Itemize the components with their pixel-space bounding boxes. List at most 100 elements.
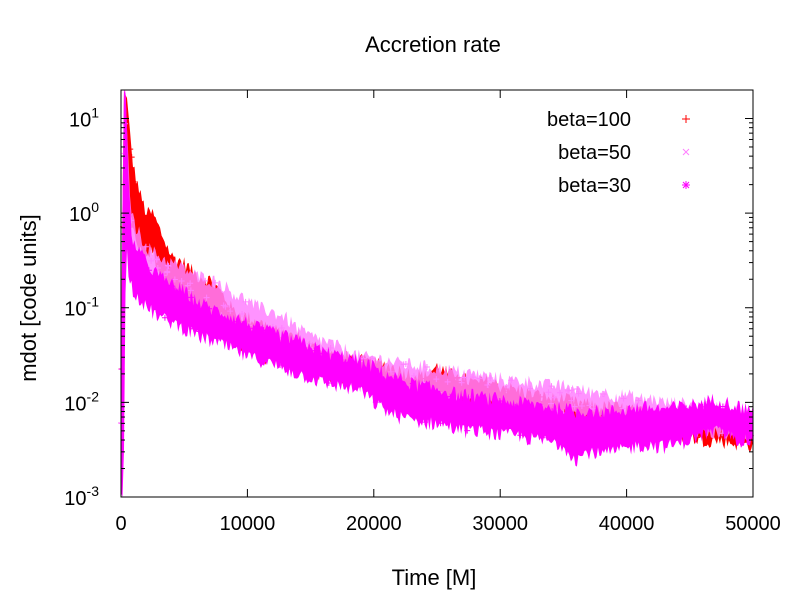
- data-point: [129, 251, 136, 258]
- data-point: [187, 280, 194, 287]
- y-tick-exponent: -2: [87, 388, 100, 404]
- data-point: [344, 372, 351, 379]
- data-point: [299, 356, 306, 363]
- data-point: [190, 325, 197, 332]
- data-point: [699, 403, 706, 410]
- data-point: [146, 214, 153, 221]
- data-point: [600, 421, 607, 428]
- data-point: [685, 429, 692, 436]
- data-point: [549, 408, 556, 415]
- data-point: [203, 294, 210, 301]
- data-point: [620, 395, 627, 402]
- data-point: [387, 368, 394, 375]
- data-point: [273, 333, 280, 340]
- data-point: [187, 287, 194, 294]
- data-point: [264, 349, 271, 356]
- data-point: [571, 403, 578, 410]
- data-point: [431, 399, 438, 406]
- x-tick-label: 0: [115, 513, 126, 535]
- data-point: [171, 276, 178, 283]
- data-point: [316, 350, 323, 357]
- data-point: [536, 429, 543, 436]
- data-point: [159, 304, 166, 311]
- data-point: [462, 406, 469, 413]
- data-point: [447, 393, 454, 400]
- data-point: [118, 366, 125, 373]
- y-tick-exponent: 0: [91, 199, 99, 215]
- data-point: [277, 362, 284, 369]
- data-point: [512, 403, 519, 410]
- data-point: [649, 411, 656, 418]
- data-point: [281, 357, 288, 364]
- data-point: [510, 422, 517, 429]
- data-point: [600, 391, 607, 398]
- data-point: [515, 417, 522, 424]
- data-point: [242, 298, 249, 305]
- data-point: [637, 429, 644, 436]
- data-point: [233, 318, 240, 325]
- data-point: [341, 376, 348, 383]
- data-point: [642, 408, 649, 415]
- data-point: [592, 428, 599, 435]
- data-point: [437, 420, 444, 427]
- data-point: [206, 305, 213, 312]
- y-tick-exponent: -1: [87, 294, 100, 310]
- x-tick-label: 50000: [725, 513, 781, 535]
- data-point: [306, 373, 313, 380]
- data-point: [128, 154, 135, 161]
- data-point: [588, 429, 595, 436]
- legend-label: beta=50: [558, 142, 631, 164]
- data-point: [568, 397, 575, 404]
- data-point: [227, 308, 234, 315]
- legend-label: beta=100: [547, 109, 631, 131]
- data-point: [165, 263, 172, 270]
- data-point: [148, 286, 155, 293]
- data-point: [202, 308, 209, 315]
- legend-marker: [682, 181, 690, 189]
- data-point: [459, 396, 466, 403]
- data-point: [476, 375, 483, 382]
- data-point: [191, 317, 198, 324]
- data-point: [395, 382, 402, 389]
- data-point: [151, 290, 158, 297]
- data-point: [681, 405, 688, 412]
- data-point: [261, 329, 268, 336]
- data-point: [148, 257, 155, 264]
- data-point: [190, 311, 197, 318]
- plot-area: 0 10000 20000 30000 40000 5000010110010-110-2…: [64, 89, 781, 535]
- data-point: [215, 335, 222, 342]
- data-point: [164, 268, 171, 275]
- data-point: [164, 262, 171, 269]
- data-point: [508, 377, 515, 384]
- data-point: [145, 267, 152, 274]
- data-point: [305, 355, 312, 362]
- data-point: [461, 374, 468, 381]
- data-point: [565, 387, 572, 394]
- data-point: [527, 428, 534, 435]
- data-point: [284, 366, 291, 373]
- data-point: [720, 420, 727, 427]
- x-tick-label: 30000: [472, 513, 528, 535]
- chart-title: Accretion rate: [365, 32, 501, 57]
- data-point: [378, 394, 385, 401]
- data-point: [248, 337, 255, 344]
- data-point: [142, 243, 149, 250]
- legend: beta=100 beta=50 beta=30: [547, 109, 690, 197]
- data-point: [470, 374, 477, 381]
- data-point: [325, 380, 332, 387]
- data-point: [376, 390, 383, 397]
- data-point: [133, 191, 140, 198]
- data-point: [458, 379, 465, 386]
- y-axis-label: mdot [code units]: [16, 214, 41, 382]
- data-point: [208, 330, 215, 337]
- data-point: [449, 418, 456, 425]
- data-point: [212, 279, 219, 286]
- data-point: [400, 361, 407, 368]
- data-point: [479, 403, 486, 410]
- y-tick-label: 10-1: [64, 294, 99, 321]
- data-point: [680, 403, 687, 410]
- x-tick-label: 10000: [220, 513, 276, 535]
- data-point: [712, 409, 719, 416]
- data-point: [595, 414, 602, 421]
- x-tick-label: 40000: [599, 513, 655, 535]
